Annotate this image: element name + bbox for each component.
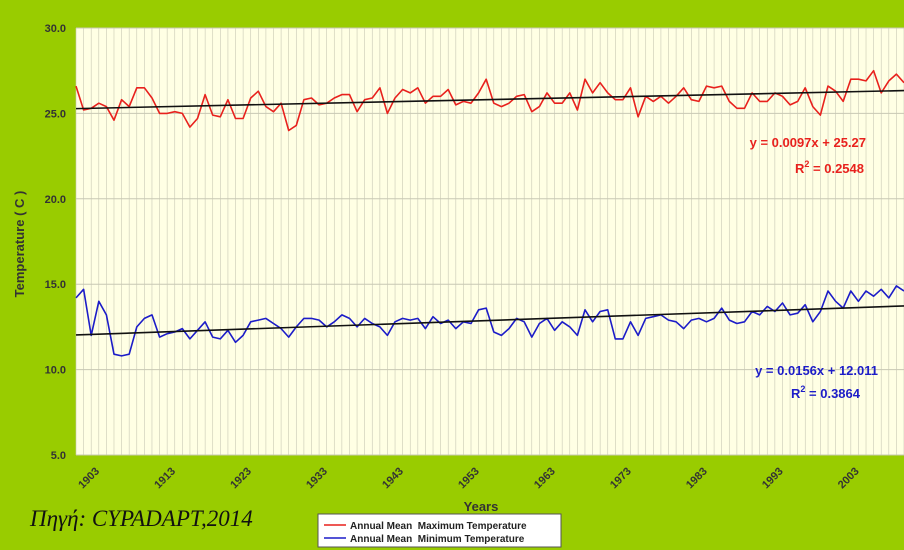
x-tick-label: 1943 bbox=[380, 465, 406, 491]
x-axis-ticks: 1903 1913 1923 1933 1943 1953 1963 1973 1983 1993… bbox=[76, 465, 861, 491]
trend-line-max bbox=[75, 89, 904, 110]
r2-label: R bbox=[791, 386, 801, 401]
trend-equation-min-r2: R2 = 0.3864 bbox=[791, 384, 861, 401]
x-tick-label: 1913 bbox=[152, 465, 178, 491]
legend-label-min: Annual Mean Minimum Temperature bbox=[350, 534, 525, 545]
r2-value: = 0.2548 bbox=[809, 161, 864, 176]
trend-equation-max-formula: y = 0.0097x + 25.27 bbox=[750, 135, 866, 150]
x-tick-label: 1963 bbox=[532, 465, 558, 491]
r2-superscript: 2 bbox=[800, 384, 805, 394]
x-tick-label: 1993 bbox=[760, 465, 786, 491]
source-caption: Πηγή: CYPADAPT,2014 bbox=[30, 506, 253, 531]
x-tick-label: 1923 bbox=[228, 465, 254, 491]
y-tick-label: 5.0 bbox=[51, 450, 66, 462]
trend-equation-max-r2: R2 = 0.2548 bbox=[795, 159, 864, 176]
x-tick-label: 1973 bbox=[608, 465, 634, 491]
x-axis-title: Years bbox=[464, 499, 499, 514]
legend: Annual Mean Maximum Temperature Annual M… bbox=[317, 513, 562, 548]
x-tick-label: 1933 bbox=[304, 465, 330, 491]
x-tick-label: 1983 bbox=[684, 465, 710, 491]
trend-equation-min: y = 0.0156x + 12.011 R2 = 0.3864 bbox=[755, 363, 878, 401]
y-axis-ticks: 5.0 10.0 15.0 20.0 25.0 30.0 bbox=[45, 23, 66, 462]
y-tick-label: 15.0 bbox=[45, 279, 66, 291]
r2-superscript: 2 bbox=[804, 159, 809, 169]
grid-lines bbox=[75, 27, 904, 456]
legend-label-max: Annual Mean Maximum Temperature bbox=[350, 521, 527, 532]
r2-label: R bbox=[795, 161, 805, 176]
y-tick-label: 20.0 bbox=[45, 194, 66, 206]
r2-value: = 0.3864 bbox=[805, 386, 860, 401]
trend-equation-max: y = 0.0097x + 25.27 R2 = 0.2548 bbox=[750, 135, 866, 176]
x-tick-label: 1953 bbox=[456, 465, 482, 491]
trend-equation-min-formula: y = 0.0156x + 12.011 bbox=[755, 363, 878, 378]
x-tick-label: 1903 bbox=[76, 465, 102, 491]
x-tick-label: 2003 bbox=[836, 465, 862, 491]
trend-line-min bbox=[75, 305, 904, 336]
trend-lines bbox=[75, 89, 904, 336]
series-line-max bbox=[75, 69, 904, 132]
y-tick-label: 10.0 bbox=[45, 365, 66, 377]
y-tick-label: 30.0 bbox=[45, 23, 66, 35]
y-tick-label: 25.0 bbox=[45, 108, 66, 120]
legend-box bbox=[317, 513, 562, 548]
y-axis-title: Temperature ( C ) bbox=[12, 191, 27, 298]
